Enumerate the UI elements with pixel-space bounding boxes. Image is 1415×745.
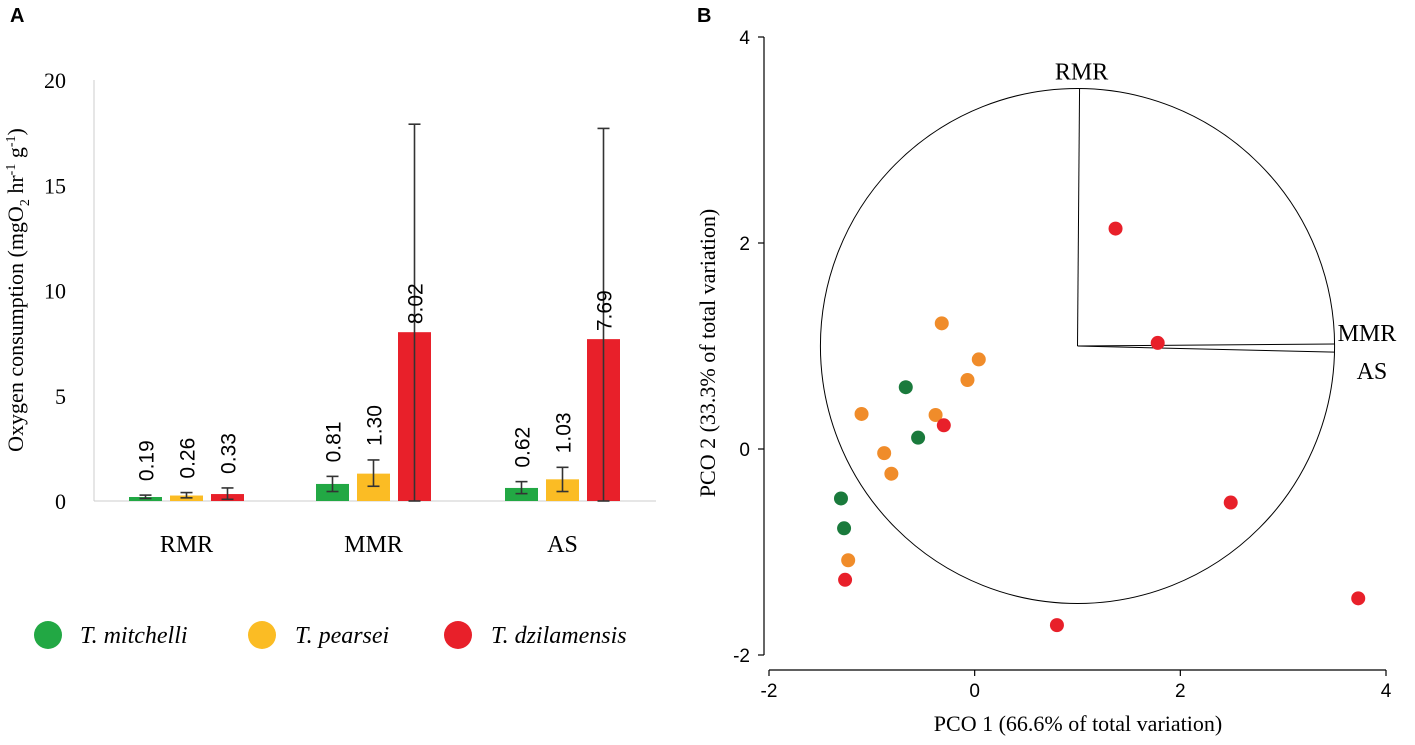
pco-point (971, 352, 986, 367)
bar-value-label: 8.02 (405, 283, 428, 324)
pco-point (1223, 495, 1238, 510)
bar-value-label: 1.30 (364, 405, 387, 446)
pco-point (1108, 221, 1123, 236)
bar-y-axis-label: Oxygen consumption (mgO2 hr-1 g-1) (3, 128, 33, 452)
bar (316, 483, 349, 501)
pco-point (911, 430, 926, 445)
pco-point (884, 466, 899, 481)
pco-x-ticks: -2 0 2 4 (761, 670, 1392, 702)
pco-point (960, 372, 975, 387)
legend-label-dzilamensis: T. dzilamensis (491, 623, 627, 649)
legend: T. mitchelli T. pearsei T. dzilamensis (34, 621, 627, 649)
bar-category-label: MMR (344, 532, 403, 558)
bar-y-tick-label: 10 (44, 279, 66, 304)
pco-point (1049, 618, 1064, 633)
bar-value-label: 0.81 (323, 421, 346, 462)
vector-label: AS (1357, 359, 1388, 385)
bar-y-tick-label: 20 (44, 68, 66, 93)
vector-mmr (1077, 343, 1335, 347)
pco-x-tick-label: 4 (1381, 681, 1392, 702)
pco-x-tick-label: 0 (969, 681, 980, 702)
pco-points (833, 221, 1366, 633)
bar-y-ticks: 0 5 10 15 20 (44, 68, 66, 514)
pco-point (928, 408, 943, 423)
bar-category-label: AS (547, 532, 578, 558)
pco-y-tick-label: -2 (733, 646, 750, 667)
legend-label-pearsei: T. pearsei (295, 623, 389, 649)
panel-label-b: B (697, 5, 711, 27)
pco-point (898, 380, 913, 395)
pco-point (838, 572, 853, 587)
bar-y-tick-label: 5 (55, 384, 66, 409)
pco-vectors: RMR MMR AS (819, 60, 1397, 604)
pco-y-tick-label: 0 (739, 440, 750, 461)
bar-value-label: 0.26 (177, 438, 200, 479)
bar-y-tick-label: 0 (55, 489, 66, 514)
legend-marker-dzilamensis (444, 621, 472, 649)
pco-point (936, 418, 951, 433)
pco-point (833, 491, 848, 506)
pco-y-tick-label: 2 (739, 234, 750, 255)
pco-y-axis-label: PCO 2 (33.3% of total variation) (695, 209, 720, 497)
panel-label-a: A (10, 5, 24, 27)
pco-point (1351, 591, 1366, 606)
legend-marker-mitchelli (34, 621, 62, 649)
bar-value-label: 1.03 (553, 412, 576, 453)
pco-x-tick-label: 2 (1175, 681, 1186, 702)
bar-category-labels: RMR MMR AS (160, 532, 578, 558)
bar-y-tick-label: 15 (44, 173, 66, 198)
pco-point (854, 406, 869, 421)
bar-value-label: 0.33 (218, 433, 241, 474)
pco-point (877, 446, 892, 461)
vector-label: MMR (1338, 321, 1397, 347)
pco-y-ticks: -2 0 2 4 (733, 28, 764, 667)
vector-rmr (1077, 88, 1081, 347)
legend-label-mitchelli: T. mitchelli (80, 623, 188, 649)
correlation-circle (819, 88, 1336, 604)
legend-marker-pearsei (248, 621, 276, 649)
bar (505, 487, 538, 501)
vector-label: RMR (1055, 60, 1108, 86)
pco-x-tick-label: -2 (761, 681, 778, 702)
bar-value-label: 0.62 (512, 427, 535, 468)
bar-value-label: 0.19 (136, 440, 159, 481)
pco-point (934, 316, 949, 331)
pco-x-axis-label: PCO 1 (66.6% of total variation) (934, 711, 1222, 736)
pco-y-tick-label: 4 (739, 28, 750, 49)
bar-marks: 0.19 0.81 0.62 0.26 1.30 1.03 0.33 8.02 7.69 (129, 123, 620, 502)
bar-category-label: RMR (160, 532, 213, 558)
vector-as (1077, 345, 1335, 353)
pco-point (837, 521, 852, 536)
bar-value-label: 7.69 (594, 290, 617, 331)
pco-panel: -2 0 2 4 -2 0 2 4 RMR MMR AS PCO 1 (66.6% of tot… (695, 28, 1396, 736)
bar-chart-panel: 0 5 10 15 20 0.19 0.81 0.62 0.26 1.30 1.03 0.33 8.0… (3, 68, 656, 558)
pco-point (841, 553, 856, 568)
pco-point (1150, 335, 1165, 350)
